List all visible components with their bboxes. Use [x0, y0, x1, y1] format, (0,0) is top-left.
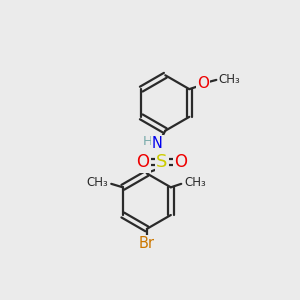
Text: O: O — [136, 153, 149, 171]
Text: H: H — [142, 135, 152, 148]
Text: O: O — [174, 153, 187, 171]
Text: S: S — [156, 153, 167, 171]
Text: Br: Br — [139, 236, 155, 251]
Text: CH₃: CH₃ — [219, 74, 240, 86]
Text: O: O — [197, 76, 209, 91]
Text: CH₃: CH₃ — [185, 176, 206, 189]
Text: N: N — [152, 136, 163, 151]
Text: CH₃: CH₃ — [86, 176, 108, 189]
